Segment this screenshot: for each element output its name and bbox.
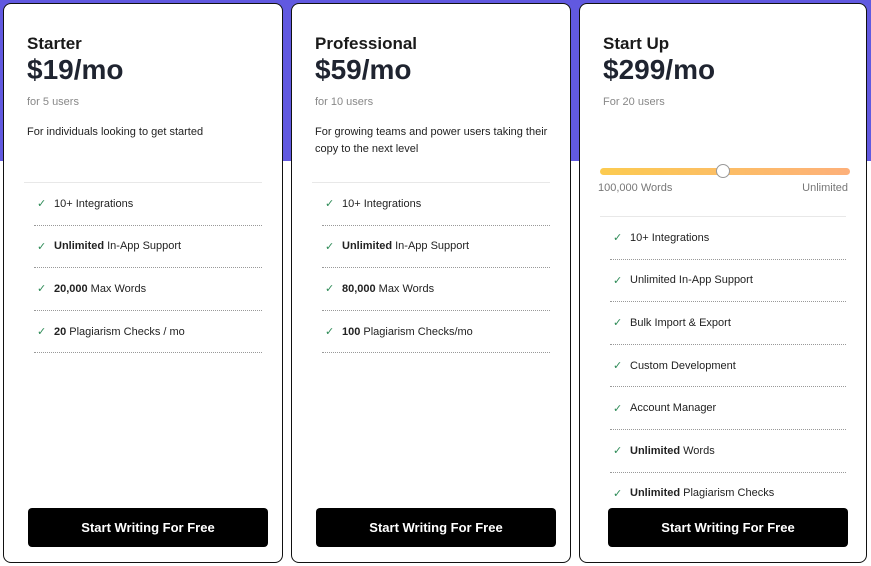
feature-item: ✓ Unlimited In-App Support — [34, 226, 262, 269]
feature-item: ✓ 20 Plagiarism Checks / mo — [34, 311, 262, 354]
feature-highlight: 20 — [54, 325, 67, 338]
feature-item: ✓ 10+ Integrations — [34, 183, 262, 226]
plan-card-starter: Starter $19/mo for 5 users For individual… — [3, 3, 283, 563]
check-icon: ✓ — [613, 445, 623, 458]
plan-users: for 5 users — [27, 96, 79, 108]
feature-item: ✓ Unlimited Words — [610, 430, 846, 473]
feature-highlight: 80,000 — [342, 282, 376, 295]
check-icon: ✓ — [325, 283, 335, 296]
start-writing-button[interactable]: Start Writing For Free — [28, 508, 268, 547]
feature-item: ✓ 100 Plagiarism Checks/mo — [322, 311, 550, 354]
check-icon: ✓ — [37, 283, 47, 296]
check-icon: ✓ — [37, 198, 47, 211]
plan-description: For individuals looking to get started — [27, 126, 204, 138]
feature-item: ✓ 10+ Integrations — [610, 217, 846, 260]
slider-min-label: 100,000 Words — [598, 182, 673, 194]
feature-text: In-App Support — [107, 240, 182, 253]
plan-card-professional: Professional $59/mo for 10 users For grow… — [291, 3, 571, 563]
feature-text: Unlimited In-App Support — [630, 274, 753, 287]
feature-text: Max Words — [378, 282, 435, 295]
check-icon: ✓ — [613, 274, 623, 287]
feature-item: ✓ Account Manager — [610, 387, 846, 430]
feature-text: Bulk Import & Export — [630, 316, 731, 329]
feature-item: ✓ Unlimited In-App Support — [322, 226, 550, 269]
feature-text: Account Manager — [630, 402, 717, 415]
feature-text: Plagiarism Checks/mo — [363, 325, 473, 338]
plan-price: $19/mo — [27, 54, 124, 85]
plan-users: for 10 users — [315, 96, 374, 108]
feature-highlight: Unlimited — [54, 240, 105, 253]
feature-list: ✓ 10+ Integrations ✓ Unlimited In-App Suppo… — [610, 217, 846, 516]
feature-highlight: Unlimited — [342, 240, 393, 253]
feature-text: Max Words — [90, 282, 147, 295]
plan-description: For growing teams and power users taking… — [315, 126, 548, 155]
start-writing-button[interactable]: Start Writing For Free — [316, 508, 556, 547]
feature-item: ✓ Bulk Import & Export — [610, 302, 846, 345]
divider — [312, 182, 550, 183]
divider — [24, 182, 262, 183]
check-icon: ✓ — [37, 326, 47, 339]
feature-list: ✓ 10+ Integrations ✓ Unlimited In-App Suppor… — [34, 183, 262, 354]
words-slider[interactable] — [600, 164, 850, 178]
feature-item: ✓ 10+ Integrations — [322, 183, 550, 226]
plan-name: Start Up — [603, 34, 670, 53]
feature-highlight: 20,000 — [54, 282, 88, 295]
feature-text: 10+ Integrations — [54, 197, 134, 210]
feature-item: ✓ Custom Development — [610, 345, 846, 388]
plan-name: Professional — [315, 34, 418, 53]
feature-text: In-App Support — [395, 240, 470, 253]
feature-text: Plagiarism Checks — [683, 487, 775, 500]
check-icon: ✓ — [325, 198, 335, 211]
feature-highlight: Unlimited — [630, 487, 681, 500]
plan-price: $299/mo — [603, 54, 716, 85]
plan-name: Starter — [27, 34, 82, 53]
feature-text: 10+ Integrations — [630, 231, 710, 244]
feature-list: ✓ 10+ Integrations ✓ Unlimited In-App Suppor… — [322, 183, 550, 354]
check-icon: ✓ — [613, 360, 623, 373]
feature-highlight: 100 — [342, 325, 361, 338]
check-icon: ✓ — [613, 402, 623, 415]
feature-text: Custom Development — [630, 359, 736, 372]
check-icon: ✓ — [37, 240, 47, 253]
feature-text: Plagiarism Checks / mo — [69, 325, 185, 338]
slider-thumb[interactable] — [715, 164, 730, 178]
feature-text: 10+ Integrations — [342, 197, 422, 210]
feature-text: Words — [683, 444, 715, 457]
check-icon: ✓ — [325, 240, 335, 253]
feature-highlight: Unlimited — [630, 444, 681, 457]
plan-card-start-up: Start Up $299/mo For 20 users 100,000 Wo… — [579, 3, 867, 563]
plan-price: $59/mo — [315, 54, 412, 85]
divider — [600, 216, 846, 217]
feature-item: ✓ Unlimited In-App Support — [610, 260, 846, 303]
slider-max-label: Unlimited — [802, 182, 848, 194]
feature-item: ✓ 20,000 Max Words — [34, 268, 262, 311]
check-icon: ✓ — [325, 326, 335, 339]
start-writing-button[interactable]: Start Writing For Free — [608, 508, 848, 547]
check-icon: ✓ — [613, 317, 623, 330]
plan-users: For 20 users — [603, 96, 665, 108]
feature-item: ✓ 80,000 Max Words — [322, 268, 550, 311]
check-icon: ✓ — [613, 232, 623, 245]
check-icon: ✓ — [613, 487, 623, 500]
